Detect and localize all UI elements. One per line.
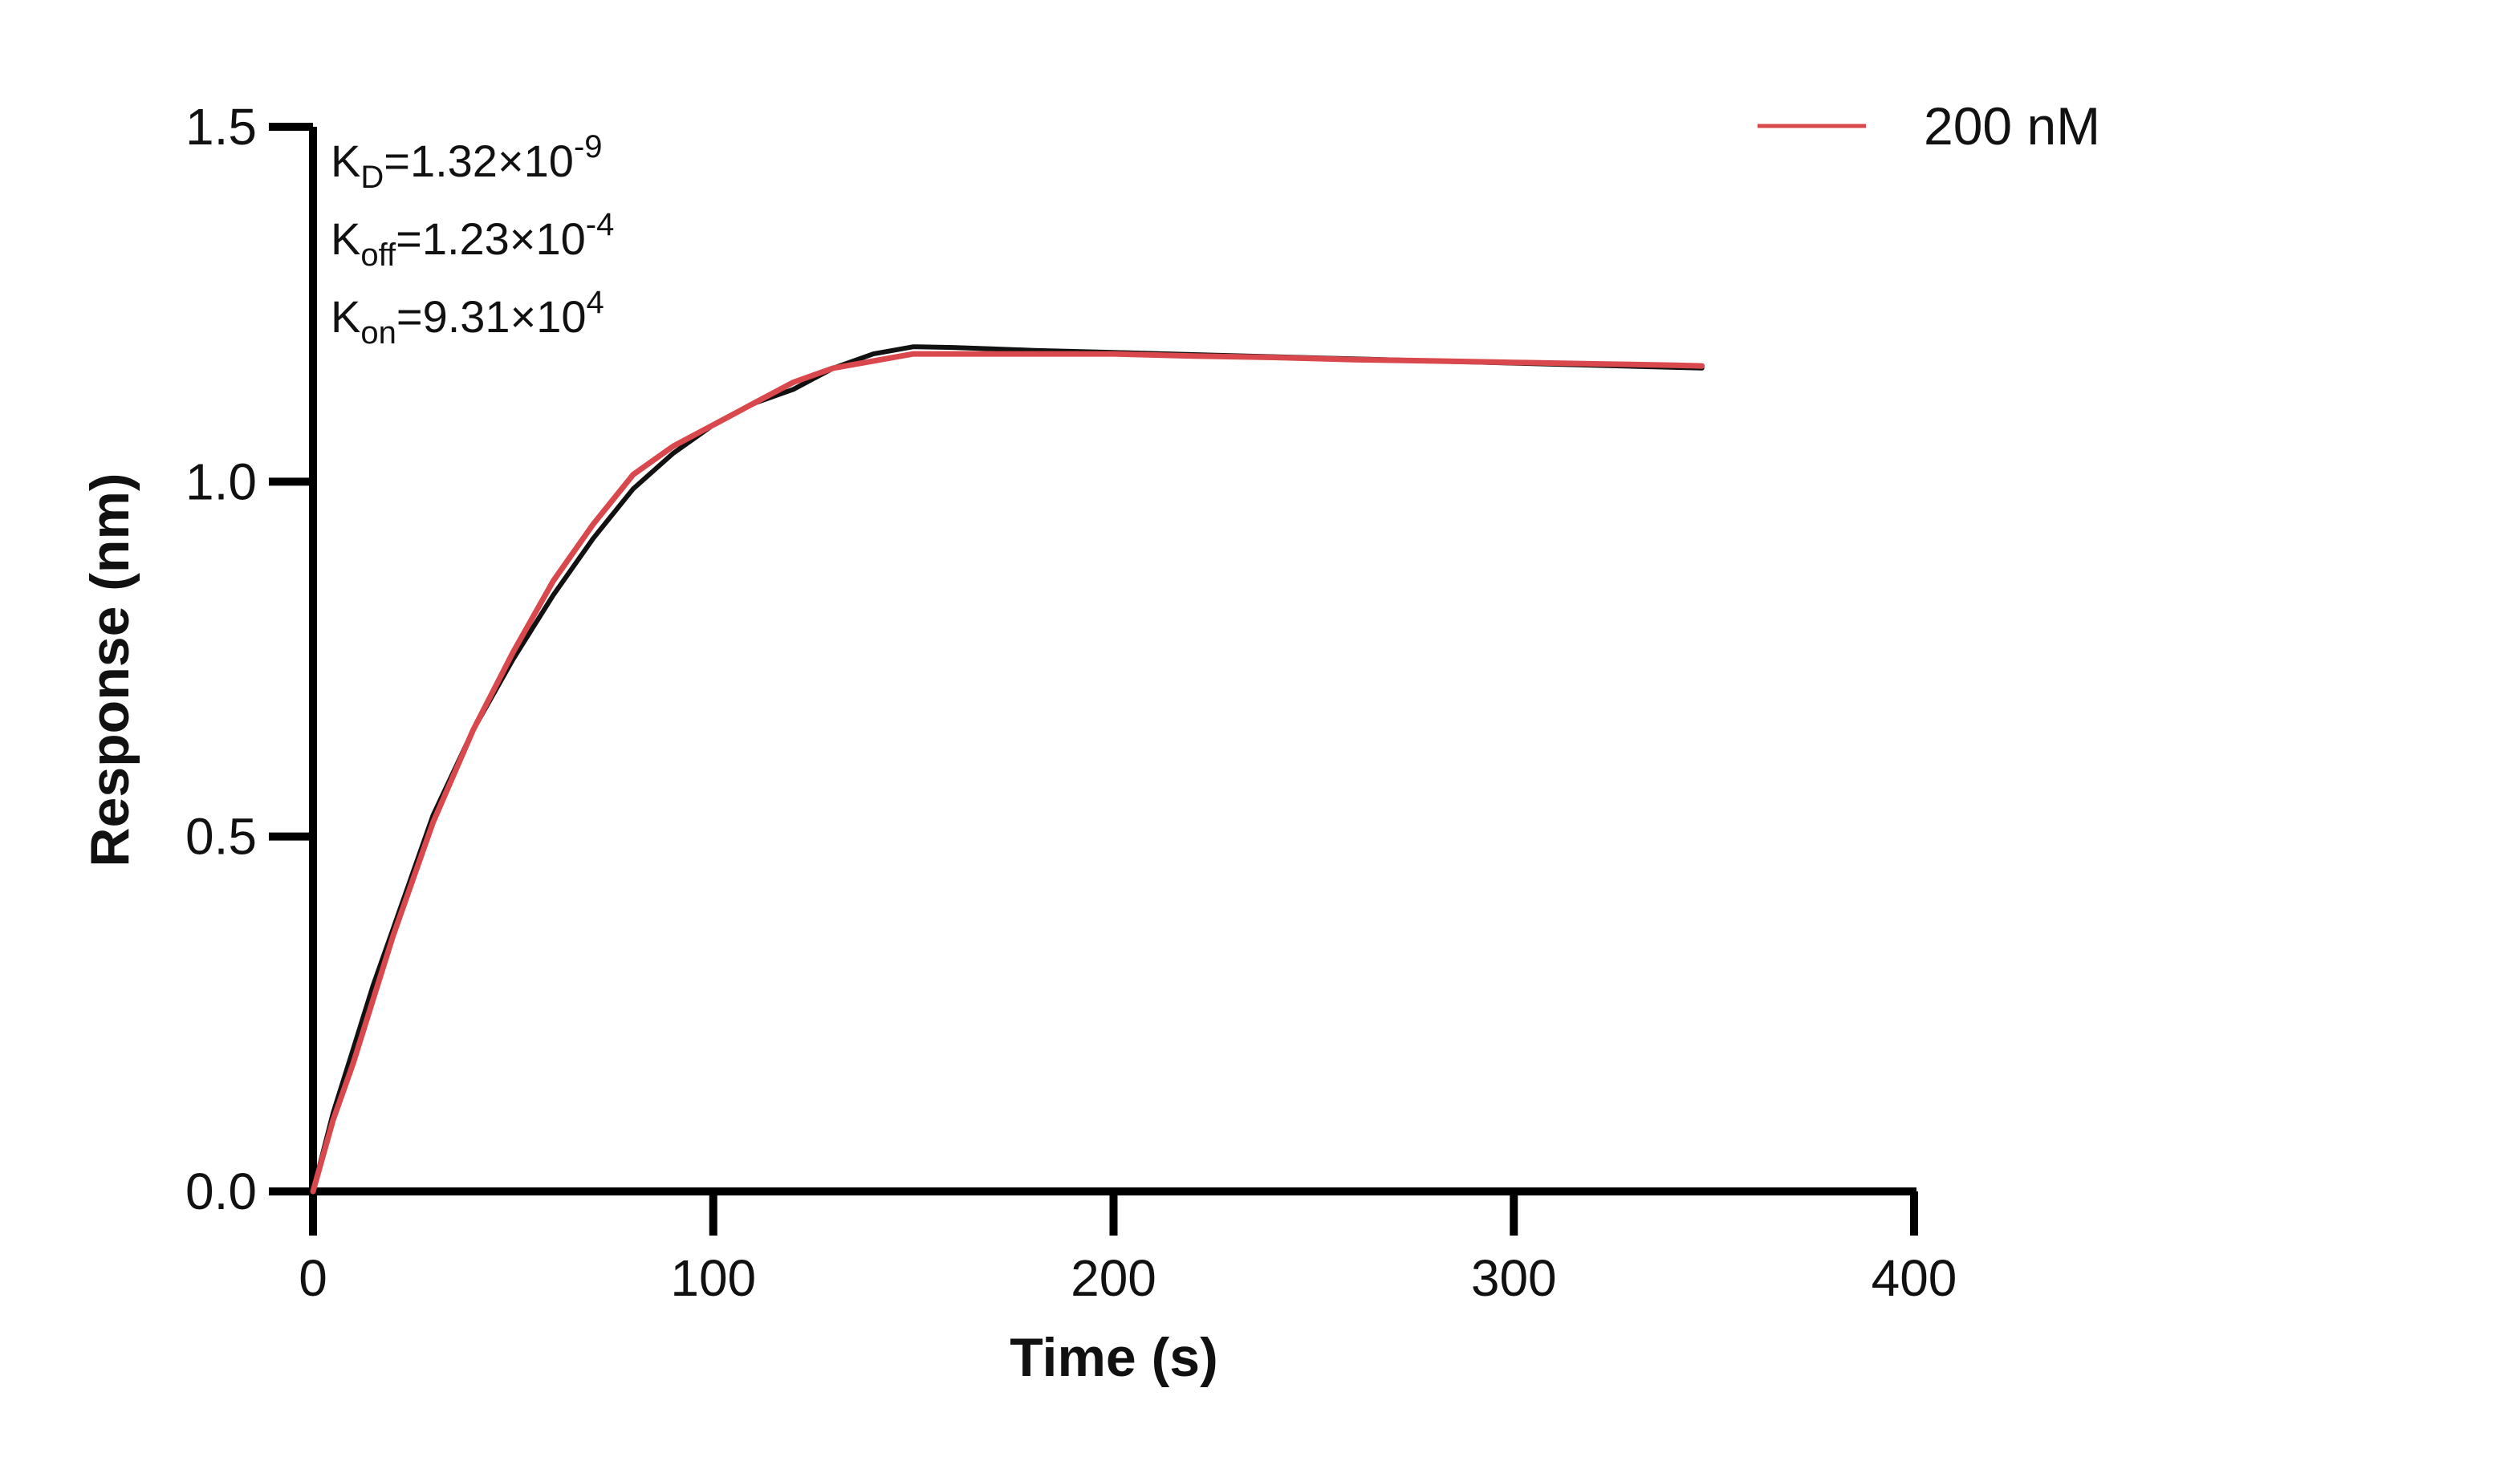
y-tick-label: 0.5 <box>185 808 257 866</box>
y-tick-label: 0.0 <box>185 1163 257 1220</box>
x-tick-label: 300 <box>1471 1249 1557 1307</box>
y-axis-title: Response (nm) <box>79 473 140 866</box>
kinetic-constants: KD=1.32×10-9 Koff=1.23×10-4 Kon=9.31×104 <box>331 129 614 351</box>
kinetic-constant-off: Koff=1.23×10-4 <box>331 207 614 273</box>
kinetic-constant-on: Kon=9.31×104 <box>331 285 604 351</box>
x-tick-label: 200 <box>1071 1249 1156 1307</box>
y-tick-label: 1.0 <box>185 453 257 510</box>
y-axis-ticks: 0.0 0.5 1.0 1.5 <box>185 98 313 1220</box>
series-group <box>310 344 1705 1195</box>
x-tick-label: 0 <box>299 1249 327 1307</box>
legend-label-200nm: 200 nM <box>1924 96 2100 156</box>
fit-curve-line <box>311 344 1705 1194</box>
x-axis-ticks: 0 100 200 300 400 <box>299 1191 1957 1307</box>
x-tick-label: 400 <box>1872 1249 1957 1307</box>
x-tick-label: 100 <box>670 1249 756 1307</box>
kinetic-constant-d: KD=1.32×10-9 <box>331 129 603 195</box>
y-tick-label: 1.5 <box>185 98 257 156</box>
x-axis-title: Time (s) <box>1010 1327 1217 1388</box>
series-line-200nm <box>310 351 1705 1195</box>
legend: 200 nM <box>1758 96 2100 156</box>
